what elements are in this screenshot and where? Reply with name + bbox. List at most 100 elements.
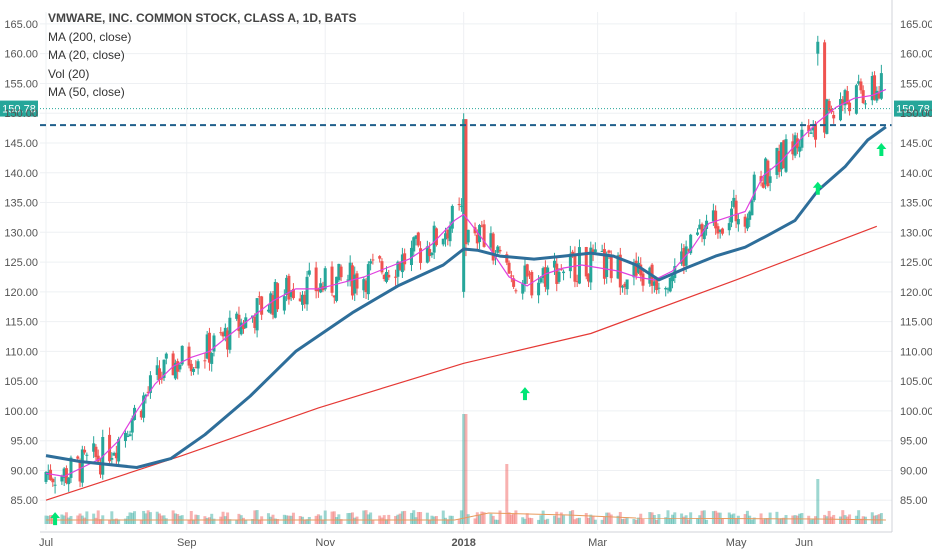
volume-bar xyxy=(634,519,638,524)
volume-bar xyxy=(621,518,625,524)
annotations: 150.78 150.78 xyxy=(0,100,932,526)
volume-bar xyxy=(664,517,668,524)
volume-bar xyxy=(625,517,629,524)
candle-body xyxy=(416,232,420,246)
candle-body xyxy=(555,263,559,284)
volume-bar xyxy=(323,510,327,524)
candle-body xyxy=(398,261,402,270)
legend-ma20[interactable]: MA (20, close) xyxy=(48,48,125,62)
candle-body xyxy=(241,324,245,330)
candle-body xyxy=(462,119,466,292)
candle-body xyxy=(546,267,550,290)
volume-bar xyxy=(139,519,143,524)
support-arrow-icon xyxy=(812,181,823,195)
candle-body xyxy=(339,266,343,278)
candle-body xyxy=(428,249,432,257)
price-tick-label-right: 90.00 xyxy=(900,465,928,477)
candle-body xyxy=(736,219,740,225)
volume-bar xyxy=(734,518,738,524)
volume-bar xyxy=(841,510,845,524)
last-price-badge-right xyxy=(894,100,932,117)
volume-bar xyxy=(814,516,818,524)
volume-bar xyxy=(573,519,577,524)
candle-body xyxy=(205,334,209,359)
volume-bar xyxy=(369,512,373,524)
volume-bar xyxy=(636,517,640,524)
volume-bar xyxy=(557,517,561,524)
volume-bar xyxy=(736,515,740,524)
price-tick-label-left: 90.00 xyxy=(10,465,38,477)
volume-bar xyxy=(155,511,159,524)
candle-body xyxy=(223,327,227,337)
candle-body xyxy=(814,123,818,140)
candle-body xyxy=(514,290,518,292)
candle-body xyxy=(144,394,148,397)
candle-body xyxy=(330,266,334,293)
price-tick-label-right: 110.00 xyxy=(900,346,932,358)
volume-bar xyxy=(600,519,604,524)
candle-body xyxy=(698,224,702,230)
candle-body xyxy=(464,119,468,245)
volume-bar xyxy=(228,519,232,524)
candle-body xyxy=(811,127,815,131)
volume-bar xyxy=(525,513,529,524)
price-tick-label-right: 165.00 xyxy=(900,19,932,31)
legend-ma50[interactable]: MA (50, close) xyxy=(48,85,125,99)
candle-body xyxy=(752,174,756,201)
last-price-badge-left xyxy=(0,100,38,117)
candle-body xyxy=(94,446,98,458)
candle-body xyxy=(83,449,87,453)
volume-bar xyxy=(67,517,71,524)
candle-body xyxy=(848,102,852,112)
candlesticks xyxy=(44,35,883,494)
volume-bar xyxy=(171,510,175,524)
volume-bar xyxy=(92,513,96,524)
candle-body xyxy=(237,314,241,332)
candle-body xyxy=(768,176,772,183)
price-tick-label-right: 150.00 xyxy=(900,108,932,120)
volume-bar xyxy=(459,510,463,524)
candle-body xyxy=(305,276,309,305)
volume-bar xyxy=(793,515,797,524)
volume-bar xyxy=(466,514,470,524)
candle-body xyxy=(652,281,656,286)
time-tick-label: Nov xyxy=(315,537,335,549)
volume-bar xyxy=(348,512,352,524)
volume-bar xyxy=(541,510,545,524)
volume-bar xyxy=(362,510,366,524)
volume-bar xyxy=(655,519,659,524)
candle-body xyxy=(400,254,404,273)
candle-body xyxy=(221,332,225,337)
volume-bar xyxy=(546,518,550,524)
price-tick-label-left: 85.00 xyxy=(10,495,38,507)
volume-bar xyxy=(782,517,786,524)
candle-body xyxy=(403,253,407,265)
candle-body xyxy=(466,229,470,243)
volume-bar xyxy=(528,517,532,524)
candle-body xyxy=(482,224,486,247)
volume-bar xyxy=(591,515,595,524)
volume-bar xyxy=(205,517,209,524)
candle-body xyxy=(591,249,595,253)
candle-body xyxy=(845,91,849,104)
volume-bar xyxy=(711,511,715,524)
candle-body xyxy=(825,99,829,134)
volume-bar xyxy=(353,517,357,524)
legend-ma200[interactable]: MA (200, close) xyxy=(48,29,132,44)
volume-bar xyxy=(543,519,547,524)
candle-body xyxy=(335,276,339,301)
volume-bar xyxy=(879,513,883,524)
candle-body xyxy=(671,275,675,282)
candle-body xyxy=(711,210,715,222)
candle-body xyxy=(380,261,384,273)
candle-body xyxy=(62,468,66,478)
volume-bar xyxy=(60,514,64,524)
legend-vol[interactable]: Vol (20) xyxy=(48,66,90,81)
price-tick-label-right: 140.00 xyxy=(900,168,932,180)
price-tick-label-right: 160.00 xyxy=(900,49,932,61)
candle-body xyxy=(593,249,597,253)
price-tick-label-left: 100.00 xyxy=(4,406,38,418)
candle-body xyxy=(714,210,718,229)
candle-body xyxy=(823,42,827,133)
